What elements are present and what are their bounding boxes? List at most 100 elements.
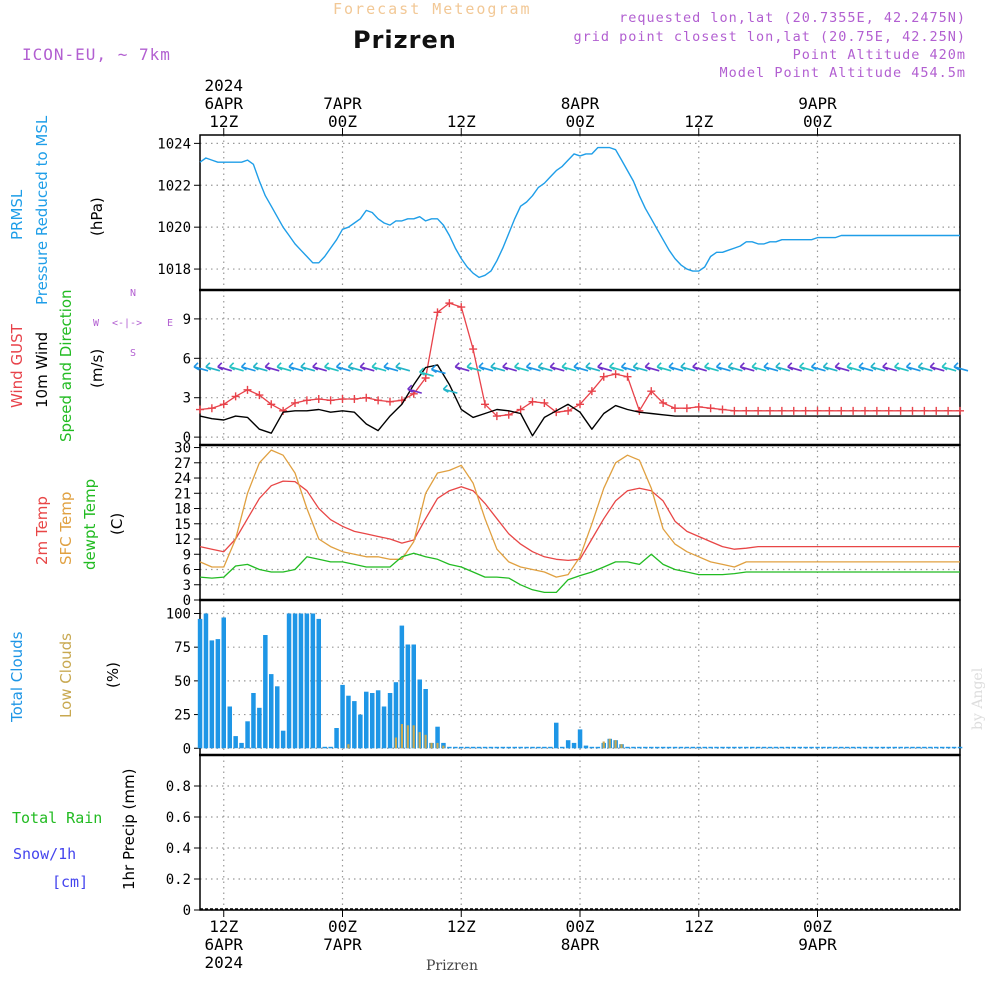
wind-direction-arrow — [775, 362, 791, 372]
y-tick-label: 0.4 — [166, 841, 191, 857]
time-label-bottom: 00Z — [566, 917, 595, 936]
wind-direction-arrow — [810, 362, 826, 372]
total-cloud-bar — [524, 746, 529, 749]
total-cloud-bar — [470, 746, 476, 749]
y-tick-label: 30 — [174, 441, 191, 457]
total-cloud-bar — [720, 746, 725, 749]
total-cloud-bar — [666, 746, 672, 749]
wind-direction-arrow — [193, 362, 209, 372]
total-cloud-bar — [767, 746, 773, 749]
wind-direction-arrow — [929, 362, 945, 372]
total-cloud-bar — [833, 746, 838, 749]
gust-marker — [386, 397, 394, 406]
total-cloud-bar — [310, 613, 316, 749]
wind-direction-arrow — [905, 362, 921, 372]
total-cloud-bar — [779, 746, 785, 749]
gust-marker — [742, 406, 751, 415]
total-cloud-bar — [269, 674, 274, 749]
y-tick-label: 27 — [174, 456, 191, 472]
total-cloud-bar — [381, 706, 387, 749]
low-cloud-bar — [406, 725, 409, 749]
wind-direction-arrow — [419, 367, 434, 377]
wind-direction-arrow — [727, 362, 743, 372]
total-cloud-bar — [868, 746, 874, 749]
gust-marker — [314, 395, 323, 404]
y-tick-label: 1024 — [157, 136, 191, 152]
gust-marker — [291, 398, 299, 407]
total-cloud-bar — [660, 746, 666, 749]
total-cloud-bar — [518, 746, 523, 749]
gust-marker — [516, 405, 525, 414]
time-label-top: 00Z — [803, 112, 832, 131]
total-cloud-bar — [453, 746, 458, 749]
wind-direction-arrow — [632, 362, 648, 372]
gust-marker — [540, 398, 549, 407]
time-label-top: 12Z — [209, 112, 238, 131]
total-cloud-bar — [856, 746, 862, 749]
time-label-bottom: 12Z — [684, 917, 713, 936]
gust-marker — [872, 406, 881, 415]
total-cloud-bar — [393, 682, 399, 749]
y-tick-label: 0 — [183, 903, 191, 919]
total-rain-label: Total Rain — [12, 809, 103, 827]
total-cloud-bar — [845, 746, 850, 749]
gust-marker — [813, 406, 822, 415]
gust-marker — [861, 406, 869, 415]
total-cloud-bar — [423, 689, 428, 749]
temp-dewpt-line — [199, 552, 960, 594]
wind-direction-arrow — [585, 362, 601, 372]
wind-direction-arrow — [846, 362, 862, 372]
gust-marker — [754, 406, 763, 415]
wind-direction-arrow — [347, 362, 363, 372]
total-cloud-bar — [233, 736, 238, 749]
wind-direction-arrow — [941, 362, 957, 372]
wind-direction-arrow — [359, 362, 375, 372]
total-cloud-bar — [850, 746, 856, 749]
y-tick-label: 0.6 — [166, 810, 191, 826]
total-cloud-bar — [910, 746, 915, 749]
model-point-altitude: Model Point Altitude 454.5m — [719, 65, 966, 81]
gust-marker — [481, 400, 489, 409]
wind-unit: (m/s) — [88, 348, 106, 388]
total-cloud-bar — [577, 729, 583, 749]
gust-marker — [196, 405, 204, 414]
wind-direction-arrow — [514, 362, 529, 372]
gust-marker — [956, 406, 964, 415]
gust-marker — [825, 406, 834, 415]
y-tick-label: 1018 — [157, 262, 191, 278]
time-label-top: 00Z — [328, 112, 357, 131]
clouds-unit: (%) — [104, 662, 122, 688]
y-tick-label: 0.8 — [166, 779, 191, 795]
low-cloud-bar — [442, 745, 445, 749]
snow-label: Snow/1h — [13, 845, 77, 863]
credit-watermark: by Angel — [970, 667, 986, 730]
total-cloud-bar — [417, 679, 422, 749]
total-cloud-bar — [940, 746, 945, 749]
total-cloud-bar — [257, 707, 262, 749]
total-cloud-bar — [827, 746, 832, 749]
model-label: ICON-EU, ~ 7km — [22, 45, 171, 64]
total-cloud-bar — [203, 613, 209, 749]
gust-marker — [849, 406, 858, 415]
gust-marker — [374, 396, 383, 405]
wind-direction-arrow — [822, 362, 838, 372]
total-cloud-bar — [643, 746, 648, 749]
temp-2m-label: 2m Temp — [33, 496, 51, 565]
wind-direction-arrow — [597, 362, 612, 372]
total-cloud-bar — [732, 746, 737, 749]
total-cloud-bar — [530, 746, 535, 749]
gust-marker — [255, 391, 264, 400]
gust-marker — [801, 406, 810, 415]
low-clouds-label: Low Clouds — [57, 633, 75, 718]
total-cloud-bar — [649, 746, 654, 749]
wind-direction-arrow — [371, 362, 387, 372]
y-tick-label: 21 — [174, 486, 191, 502]
total-cloud-bar — [886, 746, 891, 749]
gust-marker — [730, 406, 739, 415]
total-cloud-bar — [916, 746, 921, 749]
precip-axis-label: 1hr Precip (mm) — [120, 768, 138, 890]
wind-10m-label: 10m Wind — [33, 331, 51, 408]
footer-location: Prizren — [426, 958, 478, 974]
total-cloud-bar — [304, 613, 310, 749]
gust-marker — [659, 398, 668, 407]
